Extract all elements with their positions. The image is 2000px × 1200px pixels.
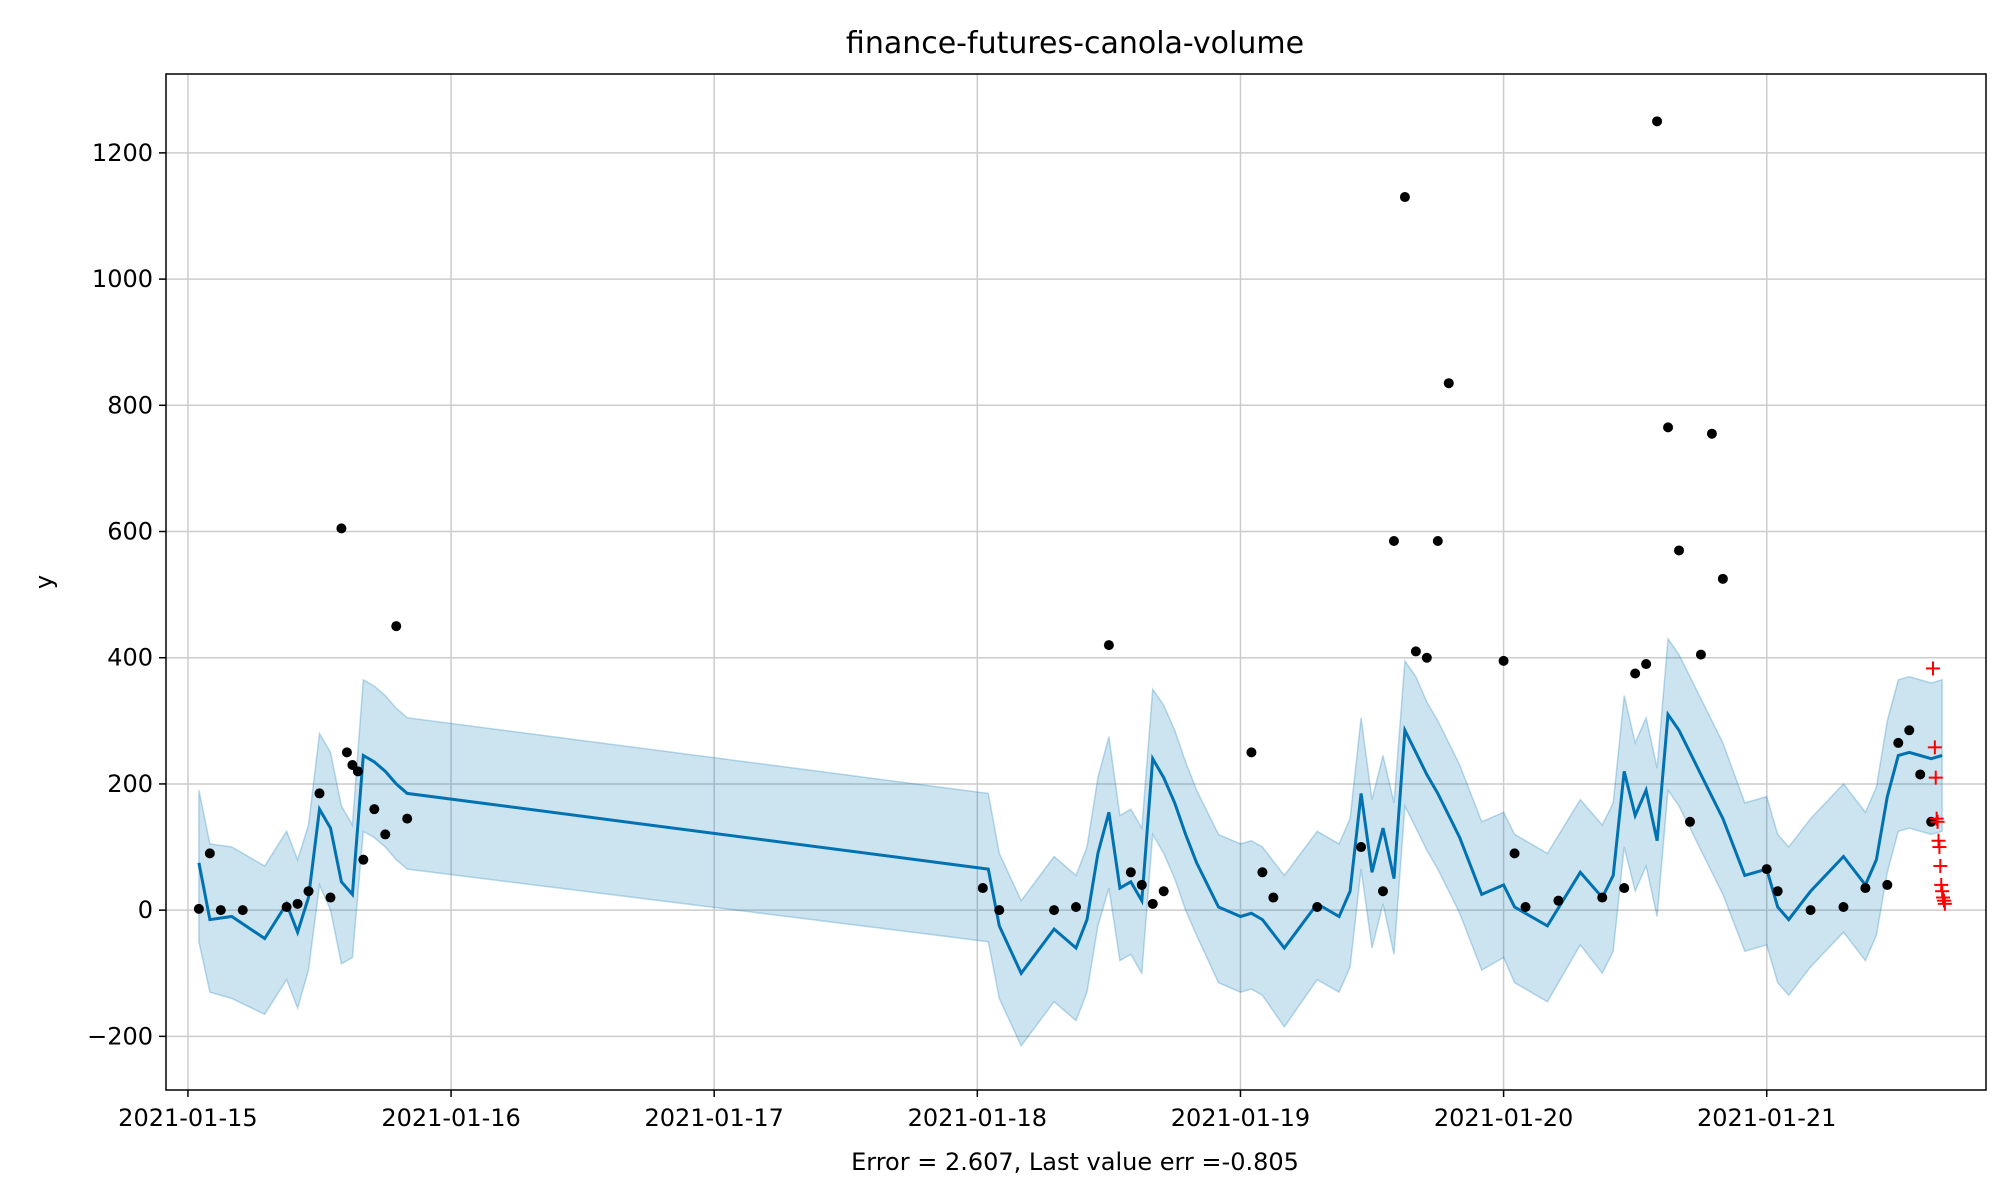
holdout-point [1926,661,1941,676]
holdout-points [1926,661,1952,911]
y-tick-label: 800 [107,391,153,419]
y-axis-label: y [30,575,58,589]
observed-point [1915,769,1926,780]
holdout-point [1937,896,1952,911]
observed-point [204,848,215,859]
observed-point [1761,864,1772,875]
y-tick-label: −200 [87,1022,153,1050]
observed-point [1498,655,1509,666]
observed-point [215,905,226,916]
observed-point [1257,867,1268,878]
forecast-line [197,710,1943,977]
y-tick-label: 600 [107,518,153,546]
x-tick-label: 2021-01-20 [1434,1104,1573,1132]
observed-point [303,886,314,897]
plot-frame [165,73,1987,1091]
x-tick-label: 2021-01-16 [381,1104,520,1132]
observed-point [281,901,292,912]
x-tick-label: 2021-01-15 [118,1104,257,1132]
observed-point [402,813,413,824]
observed-point [1772,886,1783,897]
x-tick-label: 2021-01-21 [1697,1104,1836,1132]
chart-title: finance-futures-canola-volume [846,26,1304,61]
observed-point [1882,879,1893,890]
observed-point [1509,848,1520,859]
y-tick-label: 200 [107,770,153,798]
observed-point [994,905,1005,916]
observed-point [358,854,369,865]
holdout-point [1927,740,1942,755]
holdout-point [1928,770,1943,785]
grid-lines [166,74,1986,1090]
x-tick-label: 2021-01-17 [644,1104,783,1132]
observed-point [1158,886,1169,897]
observed-point [1432,535,1443,546]
observed-point [292,898,303,909]
observed-point [1695,649,1706,660]
observed-point [1147,898,1158,909]
observed-point [193,903,204,914]
observed-point [380,829,391,840]
observed-point [1838,901,1849,912]
uncertainty-band [198,636,1943,1048]
observed-point [1103,640,1114,651]
observed-point [1684,816,1695,827]
observed-point [1443,378,1454,389]
x-axis-ticks: 2021-01-15 2021-01-16 2021-01-17 2021-01-18… [118,1090,1836,1132]
holdout-point [1933,858,1948,873]
x-axis-label: Error = 2.607, Last value err =-0.805 [851,1148,1299,1176]
observed-point [1136,879,1147,890]
observed-point [1641,659,1652,670]
x-tick-label: 2021-01-19 [1171,1104,1310,1132]
observed-point [325,892,336,903]
observed-point [341,747,352,758]
observed-point [1388,535,1399,546]
observed-point [1049,905,1060,916]
observed-point [1805,905,1816,916]
observed-point [1356,842,1367,853]
holdout-point [1932,840,1947,855]
y-axis-ticks: −200 0 200 400 600 800 1000 1200 [87,139,166,1050]
observed-point [237,905,248,916]
y-tick-label: 1000 [92,265,153,293]
observed-point [1312,901,1323,912]
observed-point [1717,573,1728,584]
observed-point [1597,892,1608,903]
y-tick-label: 400 [107,644,153,672]
observed-point [1410,646,1421,657]
observed-point [1553,895,1564,906]
observed-point [1399,192,1410,203]
x-tick-label: 2021-01-18 [908,1104,1047,1132]
observed-point [1706,428,1717,439]
observed-point [1071,901,1081,912]
observed-point [336,523,347,534]
y-tick-label: 1200 [92,139,153,167]
observed-point [1860,883,1871,894]
observed-point [369,804,380,815]
observed-points [193,116,1937,916]
observed-point [1893,737,1904,748]
observed-point [1904,725,1915,736]
observed-point [1421,652,1432,663]
observed-point [1268,892,1279,903]
observed-point [1619,883,1630,894]
observed-point [391,621,402,632]
y-tick-label: 0 [138,896,153,924]
observed-point [314,788,325,799]
observed-point [1246,747,1257,758]
observed-point [352,766,363,777]
observed-point [1652,116,1663,127]
observed-point [1125,867,1136,878]
observed-point [977,883,988,894]
observed-point [1630,668,1641,679]
observed-point [1520,901,1531,912]
observed-point [1663,422,1674,433]
observed-point [1377,886,1388,897]
holdout-point [1930,814,1945,829]
observed-point [1674,545,1685,556]
